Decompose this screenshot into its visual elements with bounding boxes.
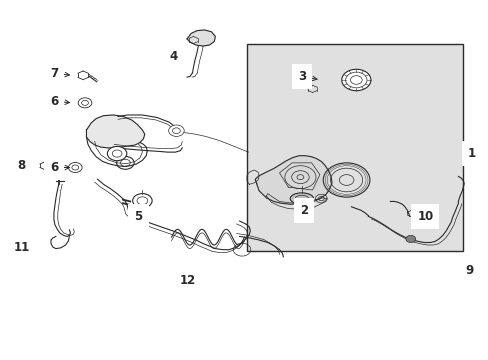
Text: 2: 2	[299, 204, 307, 217]
Circle shape	[168, 125, 184, 136]
Bar	[246, 44, 462, 251]
Text: 11: 11	[14, 241, 30, 255]
Text: 7: 7	[50, 67, 58, 80]
Circle shape	[68, 162, 82, 172]
Polygon shape	[187, 30, 215, 46]
Circle shape	[107, 147, 126, 161]
Text: 9: 9	[464, 264, 472, 276]
Text: 5: 5	[134, 210, 142, 223]
Text: 1: 1	[467, 147, 475, 160]
Text: 12: 12	[179, 274, 195, 287]
Text: 10: 10	[416, 210, 433, 223]
Circle shape	[341, 69, 370, 91]
Circle shape	[116, 157, 134, 169]
Polygon shape	[255, 156, 331, 204]
Ellipse shape	[289, 193, 313, 204]
Text: 3: 3	[297, 70, 305, 83]
Circle shape	[405, 235, 415, 243]
Polygon shape	[86, 115, 144, 148]
Text: 6: 6	[50, 95, 58, 108]
Text: 8: 8	[18, 159, 26, 172]
Circle shape	[78, 98, 92, 108]
Text: 6: 6	[50, 161, 58, 174]
Circle shape	[132, 194, 152, 208]
Text: 4: 4	[169, 50, 178, 63]
